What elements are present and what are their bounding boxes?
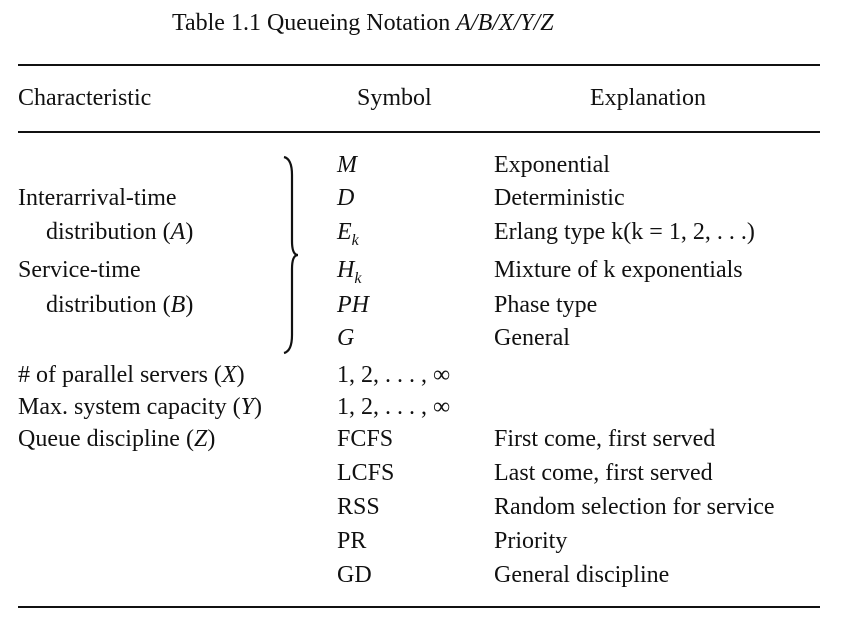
interarrival-close: )	[185, 219, 194, 245]
symbol-fcfs: FCFS	[337, 426, 394, 452]
bottom-rule	[18, 606, 820, 608]
capacity-var: Y	[240, 394, 254, 420]
symbol-g-text: G	[337, 325, 355, 351]
header-explanation: Explanation	[590, 85, 706, 111]
symbol-rss: RSS	[337, 494, 380, 520]
servers-close: )	[236, 362, 245, 388]
discipline-var: Z	[193, 426, 208, 452]
caption-prefix: Table 1.1 Queueing Notation	[172, 10, 457, 36]
capacity-close: )	[253, 394, 262, 420]
symbol-g: G	[337, 325, 354, 352]
top-rule	[18, 64, 820, 66]
symbol-hk-base: H	[337, 257, 355, 283]
caption-notation: A/B/X/Y/Z	[456, 10, 554, 36]
symbol-ek-base: E	[337, 219, 352, 245]
servers-label: # of parallel servers (X)	[18, 362, 245, 389]
explanation-general: General	[494, 325, 570, 351]
service-label-line1: Service-time	[18, 257, 141, 283]
explanation-mixture: Mixture of k exponentials	[494, 257, 743, 283]
capacity-label-text: Max. system capacity (	[18, 394, 241, 420]
discipline-label: Queue discipline (Z)	[18, 426, 215, 453]
explanation-exponential: Exponential	[494, 152, 610, 178]
symbol-ph-text: PH	[337, 292, 369, 318]
servers-symbol: 1, 2, . . . , ∞	[337, 362, 451, 388]
symbol-m-text: M	[337, 152, 357, 178]
symbol-d: D	[337, 185, 354, 212]
service-close: )	[185, 292, 194, 318]
servers-var: X	[221, 362, 237, 388]
explanation-deterministic: Deterministic	[494, 185, 625, 211]
interarrival-var: A	[170, 219, 186, 245]
symbol-gd: GD	[337, 562, 372, 588]
symbol-ek-sub: k	[351, 231, 359, 249]
interarrival-label-line1: Interarrival-time	[18, 185, 177, 211]
brace-icon	[283, 155, 299, 355]
symbol-hk-sub: k	[354, 269, 362, 287]
table-caption: Table 1.1 Queueing Notation A/B/X/Y/Z	[172, 10, 554, 37]
explanation-pr: Priority	[494, 528, 568, 554]
explanation-lcfs: Last come, first served	[494, 460, 713, 486]
discipline-label-text: Queue discipline (	[18, 426, 194, 452]
header-symbol: Symbol	[357, 85, 432, 111]
service-label-text: distribution (	[46, 292, 171, 318]
explanation-gd: General discipline	[494, 562, 670, 588]
symbol-m: M	[337, 152, 357, 179]
symbol-d-text: D	[337, 185, 355, 211]
capacity-symbol: 1, 2, . . . , ∞	[337, 394, 451, 420]
explanation-phase: Phase type	[494, 292, 598, 318]
explanation-fcfs: First come, first served	[494, 426, 716, 452]
explanation-erlang: Erlang type k(k = 1, 2, . . .)	[494, 219, 755, 245]
interarrival-label-text: distribution (	[46, 219, 171, 245]
explanation-rss: Random selection for service	[494, 494, 775, 520]
servers-label-text: # of parallel servers (	[18, 362, 222, 388]
symbol-ek: Ek	[337, 219, 359, 250]
symbol-ph: PH	[337, 292, 369, 319]
capacity-label: Max. system capacity (Y)	[18, 394, 262, 421]
header-rule	[18, 131, 820, 133]
symbol-pr: PR	[337, 528, 367, 554]
service-label-line2: distribution (B)	[46, 292, 193, 319]
interarrival-label-line2: distribution (A)	[46, 219, 193, 246]
service-var: B	[170, 292, 186, 318]
symbol-hk: Hk	[337, 257, 361, 288]
discipline-close: )	[207, 426, 216, 452]
symbol-lcfs: LCFS	[337, 460, 395, 486]
header-characteristic: Characteristic	[18, 85, 152, 111]
